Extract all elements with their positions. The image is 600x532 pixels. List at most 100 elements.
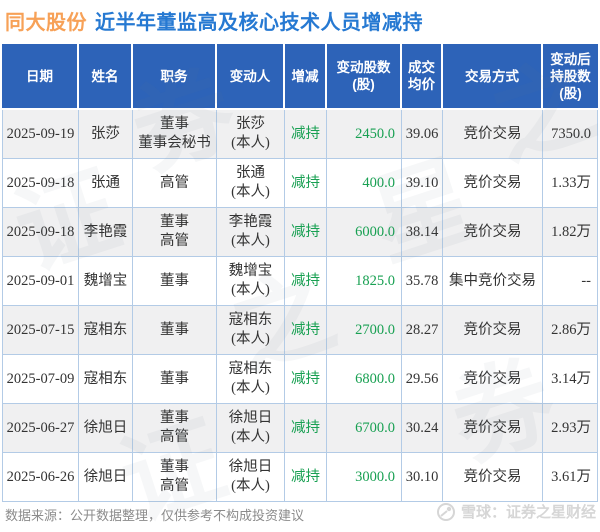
cell-after: 1.33万 bbox=[543, 159, 598, 208]
table-row: 2025-07-15 寇相东 董事 寇相东 (本人) 减持 2700.0 28.… bbox=[2, 306, 598, 355]
cell-direction: 减持 bbox=[285, 159, 327, 208]
cell-name: 张莎 bbox=[79, 110, 133, 159]
cell-avg-price: 30.24 bbox=[402, 404, 443, 453]
cell-name: 张通 bbox=[79, 159, 133, 208]
cell-after: -- bbox=[543, 257, 598, 306]
cell-avg-price: 28.27 bbox=[402, 306, 443, 355]
cell-position: 高管 bbox=[133, 159, 217, 208]
cell-after: 3.14万 bbox=[543, 355, 598, 404]
cell-after: 2.93万 bbox=[543, 404, 598, 453]
cell-changer: 李艳霞 (本人) bbox=[217, 208, 285, 257]
cell-direction: 减持 bbox=[285, 453, 327, 502]
col-header-after: 变动后 持股数 (股) bbox=[550, 51, 591, 101]
cell-name: 徐旭日 bbox=[79, 453, 133, 502]
cell-name: 徐旭日 bbox=[79, 404, 133, 453]
col-header-shares: 变动股数 (股) bbox=[327, 44, 402, 108]
cell-shares: 6000.0 bbox=[327, 208, 402, 257]
cell-date: 2025-06-26 bbox=[2, 453, 79, 502]
cell-position: 董事 高管 bbox=[133, 208, 217, 257]
cell-date: 2025-09-18 bbox=[2, 208, 79, 257]
page-title: 同大股份 近半年董监高及核心技术人员增减持 bbox=[5, 6, 423, 35]
cell-avg-price: 38.14 bbox=[402, 208, 443, 257]
cell-avg-price: 30.10 bbox=[402, 453, 443, 502]
cell-changer: 张通 (本人) bbox=[217, 159, 285, 208]
cell-name: 寇相东 bbox=[79, 306, 133, 355]
cell-date: 2025-06-27 bbox=[2, 404, 79, 453]
cell-shares: 1825.0 bbox=[327, 257, 402, 306]
cell-direction: 减持 bbox=[285, 355, 327, 404]
cell-position: 董事 bbox=[133, 257, 217, 306]
cell-direction: 减持 bbox=[285, 110, 327, 159]
table-body: 2025-09-19 张莎 董事 董事会秘书 张莎 (本人) 减持 2450.0… bbox=[2, 108, 598, 502]
cell-name: 魏增宝 bbox=[79, 257, 133, 306]
col-header-changer: 变动人 bbox=[217, 44, 285, 108]
cell-after: 1.82万 bbox=[543, 208, 598, 257]
xueqiu-logo-icon bbox=[436, 502, 456, 522]
cell-shares: 3000.0 bbox=[327, 453, 402, 502]
col-header-direction: 增减 bbox=[285, 44, 327, 108]
cell-name: 李艳霞 bbox=[79, 208, 133, 257]
cell-method: 竞价交易 bbox=[443, 404, 543, 453]
cell-date: 2025-07-09 bbox=[2, 355, 79, 404]
cell-changer: 寇相东 (本人) bbox=[217, 355, 285, 404]
col-header-name: 姓名 bbox=[79, 44, 133, 108]
col-header-method: 交易方式 bbox=[443, 44, 543, 108]
cell-date: 2025-09-19 bbox=[2, 110, 79, 159]
col-header-date: 日期 bbox=[2, 44, 79, 108]
data-source-note: 数据来源：公开数据整理，仅供参考不构成投资建议 bbox=[5, 508, 305, 523]
cell-method: 竞价交易 bbox=[443, 453, 543, 502]
brand-text: 雪球：证券之星财经 bbox=[460, 504, 596, 521]
cell-shares: 2450.0 bbox=[327, 110, 402, 159]
cell-method: 竞价交易 bbox=[443, 159, 543, 208]
cell-changer: 魏增宝 (本人) bbox=[217, 257, 285, 306]
table-header-row: 日期 姓名 职务 变动人 增减 变动股数 (股) 成交 均价 交易方式 变动后 … bbox=[2, 44, 598, 108]
cell-direction: 减持 bbox=[285, 257, 327, 306]
cell-shares: 6700.0 bbox=[327, 404, 402, 453]
cell-changer: 徐旭日 (本人) bbox=[217, 404, 285, 453]
col-header-avg-price: 成交 均价 bbox=[402, 44, 443, 108]
cell-after: 7350.0 bbox=[543, 110, 598, 159]
table-row: 2025-06-26 徐旭日 董事 高管 徐旭日 (本人) 减持 3000.0 … bbox=[2, 453, 598, 502]
cell-date: 2025-09-18 bbox=[2, 159, 79, 208]
cell-avg-price: 39.10 bbox=[402, 159, 443, 208]
cell-changer: 寇相东 (本人) bbox=[217, 306, 285, 355]
cell-date: 2025-07-15 bbox=[2, 306, 79, 355]
cell-after: 2.86万 bbox=[543, 306, 598, 355]
cell-direction: 减持 bbox=[285, 404, 327, 453]
table-row: 2025-09-18 李艳霞 董事 高管 李艳霞 (本人) 减持 6000.0 … bbox=[2, 208, 598, 257]
cell-position: 董事 bbox=[133, 306, 217, 355]
cell-position: 董事 董事会秘书 bbox=[133, 110, 217, 159]
cell-direction: 减持 bbox=[285, 306, 327, 355]
cell-shares: 6800.0 bbox=[327, 355, 402, 404]
cell-avg-price: 35.78 bbox=[402, 257, 443, 306]
cell-method: 竞价交易 bbox=[443, 208, 543, 257]
cell-method: 竞价交易 bbox=[443, 306, 543, 355]
cell-name: 寇相东 bbox=[79, 355, 133, 404]
stock-name: 同大股份 bbox=[5, 12, 87, 34]
cell-date: 2025-09-01 bbox=[2, 257, 79, 306]
table-row: 2025-07-09 寇相东 董事 寇相东 (本人) 减持 6800.0 29.… bbox=[2, 355, 598, 404]
cell-method: 竞价交易 bbox=[443, 110, 543, 159]
cell-method: 竞价交易 bbox=[443, 355, 543, 404]
cell-avg-price: 39.06 bbox=[402, 110, 443, 159]
cell-position: 董事 bbox=[133, 355, 217, 404]
table-row: 2025-09-01 魏增宝 董事 魏增宝 (本人) 减持 1825.0 35.… bbox=[2, 257, 598, 306]
cell-avg-price: 29.56 bbox=[402, 355, 443, 404]
brand-footer: 雪球：证券之星财经 bbox=[436, 501, 596, 522]
cell-position: 董事 高管 bbox=[133, 404, 217, 453]
cell-direction: 减持 bbox=[285, 208, 327, 257]
col-header-position: 职务 bbox=[133, 44, 217, 108]
table-row: 2025-09-18 张通 高管 张通 (本人) 减持 400.0 39.10 … bbox=[2, 159, 598, 208]
cell-changer: 徐旭日 (本人) bbox=[217, 453, 285, 502]
cell-after: 3.61万 bbox=[543, 453, 598, 502]
table-row: 2025-06-27 徐旭日 董事 高管 徐旭日 (本人) 减持 6700.0 … bbox=[2, 404, 598, 453]
cell-shares: 2700.0 bbox=[327, 306, 402, 355]
cell-shares: 400.0 bbox=[327, 159, 402, 208]
table-row: 2025-09-19 张莎 董事 董事会秘书 张莎 (本人) 减持 2450.0… bbox=[2, 110, 598, 159]
cell-method: 集中竞价交易 bbox=[443, 257, 543, 306]
report-title: 近半年董监高及核心技术人员增减持 bbox=[95, 12, 423, 34]
holdings-change-table: 日期 姓名 职务 变动人 增减 变动股数 (股) 成交 均价 交易方式 变动后 … bbox=[2, 44, 598, 502]
cell-position: 董事 高管 bbox=[133, 453, 217, 502]
cell-changer: 张莎 (本人) bbox=[217, 110, 285, 159]
